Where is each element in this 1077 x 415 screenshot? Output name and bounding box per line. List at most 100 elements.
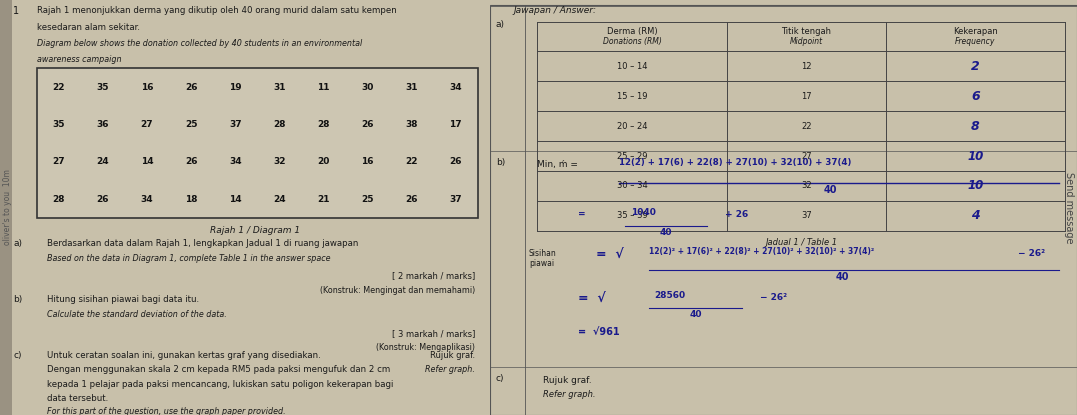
Text: 40: 40: [660, 228, 672, 237]
Text: 10: 10: [967, 149, 983, 163]
Text: kepada 1 pelajar pada paksi mencancang, lukiskan satu poligon kekerapan bagi: kepada 1 pelajar pada paksi mencancang, …: [46, 380, 393, 389]
Text: (Konstruk: Mengingat dan memahami): (Konstruk: Mengingat dan memahami): [320, 286, 475, 295]
Text: Min, ḿ =: Min, ḿ =: [537, 160, 578, 169]
Text: 17: 17: [449, 120, 462, 129]
Text: 35: 35: [97, 83, 109, 92]
Text: 16: 16: [361, 157, 374, 166]
Text: =  √: = √: [578, 293, 606, 305]
Text: 25: 25: [185, 120, 197, 129]
Text: 34: 34: [449, 83, 462, 92]
Text: data tersebut.: data tersebut.: [46, 394, 108, 403]
Text: 37: 37: [449, 195, 462, 204]
Text: 27: 27: [801, 151, 812, 161]
Text: Sisihan
piawai: Sisihan piawai: [528, 249, 556, 269]
Text: 22: 22: [405, 157, 418, 166]
Text: 34: 34: [229, 157, 241, 166]
Text: 19: 19: [229, 83, 241, 92]
Text: b): b): [13, 295, 23, 304]
Text: 24: 24: [272, 195, 285, 204]
Text: 40: 40: [824, 185, 837, 195]
Text: Rajah 1 menonjukkan derma yang dikutip oleh 40 orang murid dalam satu kempen: Rajah 1 menonjukkan derma yang dikutip o…: [37, 6, 396, 15]
Text: 30: 30: [362, 83, 374, 92]
Text: 24: 24: [97, 157, 109, 166]
Text: 31: 31: [405, 83, 418, 92]
Text: 40: 40: [689, 310, 702, 320]
Text: 26: 26: [97, 195, 109, 204]
Text: 25: 25: [361, 195, 374, 204]
Text: Jadual 1 / Table 1: Jadual 1 / Table 1: [765, 238, 837, 247]
Text: c): c): [13, 351, 22, 360]
Text: 36: 36: [97, 120, 109, 129]
Text: 15 – 19: 15 – 19: [617, 92, 647, 101]
Text: 12(2)² + 17(6)² + 22(8)² + 27(10)² + 32(10)² + 37(4)²: 12(2)² + 17(6)² + 22(8)² + 27(10)² + 32(…: [648, 247, 873, 256]
Text: 22: 22: [801, 122, 812, 131]
Text: 11: 11: [317, 83, 330, 92]
Text: Refer graph.: Refer graph.: [543, 390, 596, 399]
Text: 12(2) + 17(6) + 22(8) + 27(10) + 32(10) + 37(4): 12(2) + 17(6) + 22(8) + 27(10) + 32(10) …: [619, 158, 852, 167]
Text: Calculate the standard deviation of the data.: Calculate the standard deviation of the …: [46, 310, 226, 320]
Text: 16: 16: [141, 83, 153, 92]
Text: 1040: 1040: [631, 208, 656, 217]
Text: 20 – 24: 20 – 24: [617, 122, 647, 131]
Text: Jawapan / Answer:: Jawapan / Answer:: [514, 6, 597, 15]
Text: Send message: Send message: [1064, 172, 1074, 243]
Text: − 26²: − 26²: [1019, 249, 1046, 258]
Text: 10: 10: [967, 179, 983, 193]
Text: Rujuk graf.: Rujuk graf.: [430, 351, 475, 360]
Text: a): a): [13, 239, 23, 248]
Text: 21: 21: [317, 195, 330, 204]
Text: 26: 26: [185, 83, 197, 92]
Text: Based on the data in Diagram 1, complete Table 1 in the answer space: Based on the data in Diagram 1, complete…: [46, 254, 330, 264]
Text: 28: 28: [53, 195, 65, 204]
Text: 14: 14: [229, 195, 241, 204]
Text: 22: 22: [53, 83, 65, 92]
Text: 32: 32: [801, 181, 812, 190]
Text: 37: 37: [229, 120, 241, 129]
Text: 28560: 28560: [655, 290, 685, 300]
Text: 30 – 34: 30 – 34: [617, 181, 647, 190]
Bar: [37, 68, 478, 218]
Text: 26: 26: [405, 195, 418, 204]
Text: 31: 31: [274, 83, 285, 92]
Text: 26: 26: [449, 157, 462, 166]
Text: =: =: [578, 210, 586, 219]
Text: 35: 35: [53, 120, 65, 129]
Text: 28: 28: [274, 120, 285, 129]
Text: [ 2 markah / marks]: [ 2 markah / marks]: [392, 271, 475, 281]
Text: kesedaran alam sekitar.: kesedaran alam sekitar.: [37, 23, 140, 32]
Text: 34: 34: [141, 195, 153, 204]
Text: − 26²: − 26²: [760, 293, 787, 302]
Text: 6: 6: [971, 90, 980, 103]
Text: Titik tengah: Titik tengah: [782, 27, 831, 36]
Text: 25 – 29: 25 – 29: [617, 151, 647, 161]
Text: 8: 8: [971, 120, 980, 133]
Text: 14: 14: [141, 157, 153, 166]
Text: 10 – 14: 10 – 14: [617, 62, 647, 71]
Text: =  √961: = √961: [578, 327, 619, 337]
Text: Rajah 1 / Diagram 1: Rajah 1 / Diagram 1: [210, 226, 299, 235]
Text: 17: 17: [801, 92, 812, 101]
Text: Frequency: Frequency: [955, 37, 995, 46]
Text: 28: 28: [317, 120, 330, 129]
Text: + 26: + 26: [725, 210, 749, 219]
Text: Berdasarkan data dalam Rajah 1, lengkapkan Jadual 1 di ruang jawapan: Berdasarkan data dalam Rajah 1, lengkapk…: [46, 239, 358, 248]
Text: =  √: = √: [596, 249, 624, 262]
Text: 4: 4: [971, 209, 980, 222]
Text: Untuk ceratan soalan ini, gunakan kertas graf yang disediakan.: Untuk ceratan soalan ini, gunakan kertas…: [46, 351, 320, 360]
Text: [ 3 markah / marks]: [ 3 markah / marks]: [392, 329, 475, 338]
Text: b): b): [495, 158, 505, 167]
Text: oliver's to you  10m: oliver's to you 10m: [3, 170, 12, 245]
Text: c): c): [495, 374, 504, 383]
Text: Dengan menggunakan skala 2 cm kepada RM5 pada paksi mengufuk dan 2 cm: Dengan menggunakan skala 2 cm kepada RM5…: [46, 365, 390, 374]
Text: 26: 26: [361, 120, 374, 129]
Text: 20: 20: [318, 157, 330, 166]
Text: 27: 27: [141, 120, 153, 129]
Text: Kekerapan: Kekerapan: [953, 27, 997, 36]
Bar: [0, 0, 12, 415]
Text: 37: 37: [801, 211, 812, 220]
Text: 38: 38: [405, 120, 418, 129]
Text: 18: 18: [185, 195, 197, 204]
Text: Derma (RM): Derma (RM): [606, 27, 657, 36]
Text: 35 – 39: 35 – 39: [617, 211, 647, 220]
Text: (Konstruk: Mengaplikasi): (Konstruk: Mengaplikasi): [376, 343, 475, 352]
